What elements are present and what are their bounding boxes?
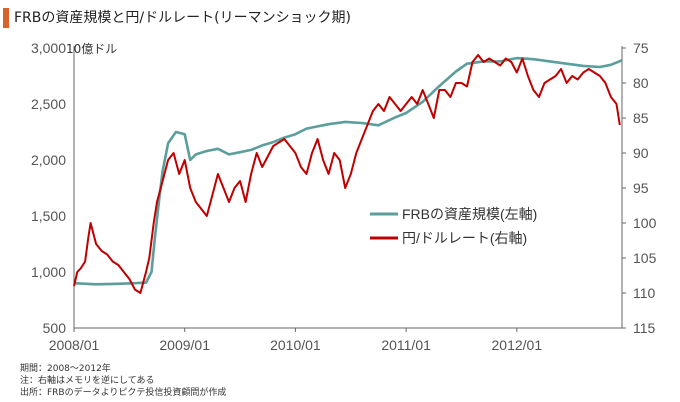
right-axis-tick-label: 95: [633, 180, 649, 196]
series-line-jpy-usd: [73, 54, 621, 294]
x-axis-tick-label: 2009/01: [159, 337, 210, 353]
footnote-source: 出所：FRBのデータよりピクテ投信投資顧問が作成: [20, 388, 227, 398]
right-axis-tick-label: 85: [633, 110, 649, 126]
left-axis-tick-label: 2,000: [31, 152, 66, 168]
series-lines: [73, 54, 623, 294]
x-axis-tick-label: 2012/01: [492, 337, 543, 353]
right-axis-tick-label: 110: [633, 285, 656, 301]
right-axis-tick-label: 115: [633, 320, 656, 336]
right-axis-labels: 75 80 85 90 95 100 105 110 115: [622, 40, 657, 336]
x-axis-tick-label: 2011/01: [381, 337, 431, 353]
legend-label: FRBの資産規模(左軸): [402, 206, 537, 222]
title-accent-bar: [3, 8, 9, 28]
right-axis-tick-label: 105: [633, 250, 657, 266]
footnote-period: 期間：2008～2012年: [20, 364, 111, 374]
chart-title: FRBの資産規模と円/ドルレート(リーマンショック期): [14, 10, 352, 26]
right-axis-tick-label: 100: [633, 215, 657, 231]
left-axis-tick-label: 1,500: [31, 208, 66, 224]
footnote-note: 注：右軸はメモリを逆にしてある: [20, 376, 155, 386]
right-axis-tick-label: 90: [633, 145, 649, 161]
x-axis-tick-label: 2008/01: [49, 337, 100, 353]
series-line-frb-assets: [73, 56, 623, 286]
left-axis-labels: 3,000 2,500 2,000 1,500 1,000 500: [31, 40, 66, 336]
left-axis-tick-label: 3,000: [31, 40, 66, 56]
left-axis-unit-label: 10億ドル: [66, 42, 118, 56]
right-axis-tick-label: 80: [633, 75, 649, 91]
legend-label: 円/ドルレート(右軸): [402, 230, 527, 246]
x-axis-tick-label: 2010/01: [270, 337, 321, 353]
left-axis-tick-label: 2,500: [31, 96, 66, 112]
left-axis-tick-label: 1,000: [31, 264, 66, 280]
legend: FRBの資産規模(左軸) 円/ドルレート(右軸): [370, 206, 537, 246]
x-axis-labels: 2008/01 2009/01 2010/01 2011/01 2012/01: [49, 328, 543, 353]
left-axis-tick-label: 500: [43, 320, 67, 336]
right-axis-tick-label: 75: [633, 40, 649, 56]
plot-frame: [73, 46, 623, 329]
